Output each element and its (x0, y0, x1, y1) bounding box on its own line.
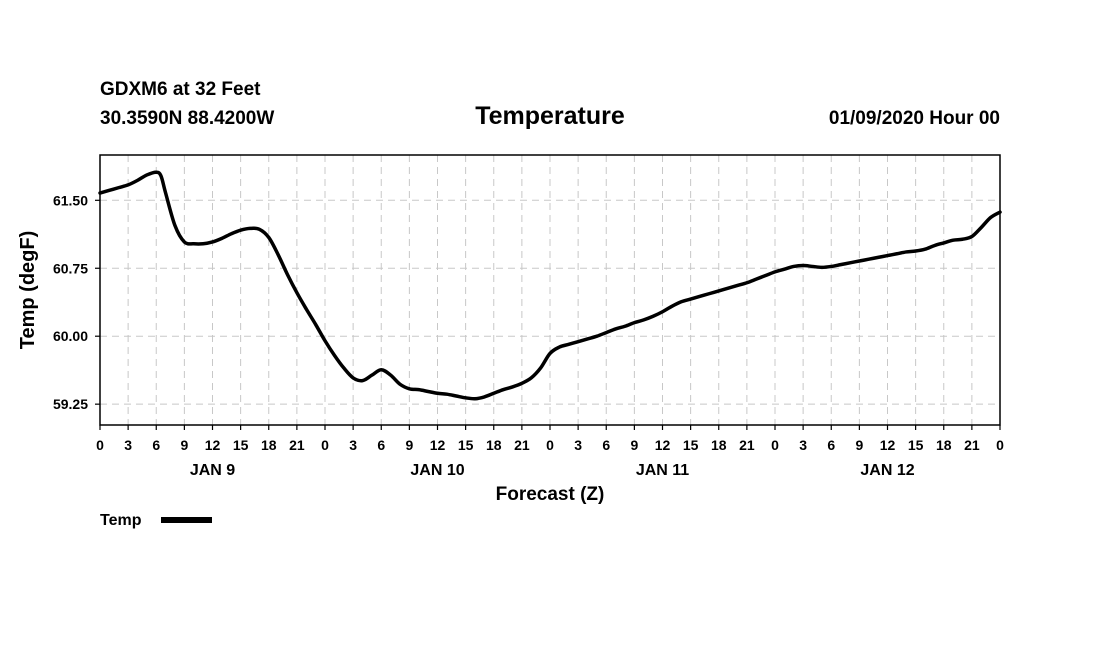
y-axis-label: Temp (degF) (17, 231, 39, 350)
forecast-datetime: 01/09/2020 Hour 00 (829, 108, 1000, 129)
y-axis-ticks: 59.25 60.00 60.75 61.50 (53, 192, 100, 412)
x-tick-label: 6 (602, 437, 610, 453)
x-tick-label: 9 (855, 437, 863, 453)
x-tick-label: 21 (964, 437, 980, 453)
coords-line: 30.3590N 88.4200W (100, 108, 274, 129)
x-axis-label: Forecast (Z) (496, 484, 605, 505)
day-label: JAN 10 (410, 462, 464, 479)
x-tick-label: 21 (289, 437, 305, 453)
x-tick-label: 9 (405, 437, 413, 453)
x-tick-label: 6 (377, 437, 385, 453)
x-tick-label: 0 (771, 437, 779, 453)
y-tick-label: 61.50 (53, 192, 88, 208)
x-tick-label: 6 (827, 437, 835, 453)
x-tick-label: 18 (261, 437, 277, 453)
x-tick-label: 15 (683, 437, 699, 453)
legend-label: Temp (100, 512, 142, 529)
day-labels: JAN 9 JAN 10 JAN 11 JAN 12 (190, 462, 915, 479)
x-tick-label: 15 (458, 437, 474, 453)
series-layer (98, 170, 1002, 401)
y-tick-label: 60.75 (53, 260, 88, 276)
y-tick-label: 60.00 (53, 328, 88, 344)
x-tick-label: 15 (233, 437, 249, 453)
legend: Temp (100, 512, 212, 529)
x-tick-label: 15 (908, 437, 924, 453)
x-tick-label: 12 (205, 437, 221, 453)
x-tick-label: 3 (799, 437, 807, 453)
x-tick-label: 6 (152, 437, 160, 453)
day-label: JAN 9 (190, 462, 235, 479)
temp-series-line (98, 170, 1002, 401)
x-tick-label: 12 (880, 437, 896, 453)
x-tick-label: 3 (124, 437, 132, 453)
x-tick-label: 12 (430, 437, 446, 453)
x-tick-label: 0 (996, 437, 1004, 453)
x-tick-label: 9 (630, 437, 638, 453)
x-tick-label: 3 (574, 437, 582, 453)
x-tick-label: 0 (96, 437, 104, 453)
x-tick-label: 18 (711, 437, 727, 453)
x-tick-label: 12 (655, 437, 671, 453)
x-tick-label: 21 (514, 437, 530, 453)
x-axis-ticks: 0 3 6 9 12 15 18 21 0 3 6 9 12 15 18 21 0 3 6 9 12 15 18 21 0 3 6 9… (96, 425, 1004, 453)
x-tick-label: 21 (739, 437, 755, 453)
x-tick-label: 18 (936, 437, 952, 453)
day-label: JAN 12 (860, 462, 914, 479)
station-line: GDXM6 at 32 Feet (100, 79, 261, 100)
x-tick-label: 18 (486, 437, 502, 453)
day-label: JAN 11 (636, 462, 689, 479)
y-tick-label: 59.25 (53, 396, 88, 412)
x-tick-label: 0 (321, 437, 329, 453)
grid-lines (100, 155, 1000, 425)
x-tick-label: 9 (180, 437, 188, 453)
x-tick-label: 0 (546, 437, 554, 453)
x-tick-label: 3 (349, 437, 357, 453)
chart-title: Temperature (475, 102, 625, 130)
